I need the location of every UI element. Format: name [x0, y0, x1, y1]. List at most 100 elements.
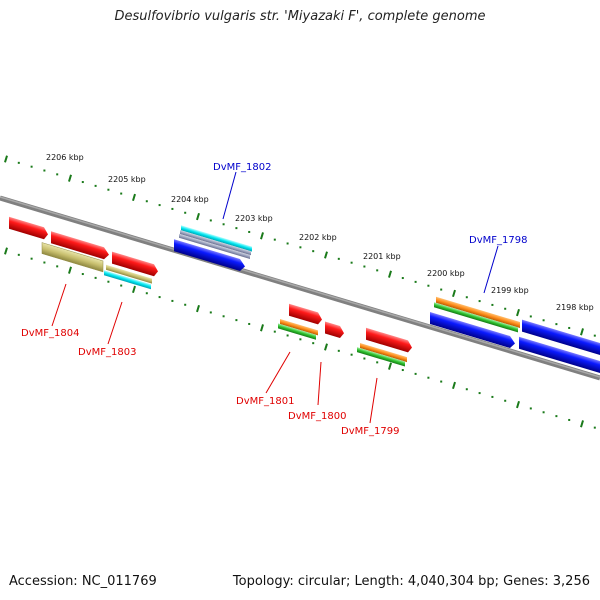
accession-text: Accession: NC_011769	[9, 574, 157, 589]
outer-tick	[184, 211, 187, 214]
outer-tick	[17, 161, 20, 164]
genome-backbone-highlight	[0, 196, 600, 378]
gene-label-dvmf-1802[interactable]: DvMF_1802	[213, 162, 271, 173]
leader-line-dvmf-1798	[483, 245, 499, 294]
gene-label-dvmf-1800[interactable]: DvMF_1800	[288, 411, 346, 422]
inner-tick	[580, 420, 584, 428]
outer-tick	[593, 334, 596, 337]
gene-feature-dvmf-1803[interactable]	[104, 249, 158, 291]
genome-title: Desulfovibrio vulgaris str. 'Miyazaki F'…	[114, 9, 486, 24]
inner-tick	[529, 407, 532, 410]
inner-tick	[248, 322, 251, 325]
gene-label-dvmf-1803[interactable]: DvMF_1803	[78, 347, 136, 358]
inner-tick	[478, 392, 481, 395]
scale-label-2205: 2205 kbp	[108, 175, 146, 184]
inner-tick	[222, 315, 225, 318]
inner-tick	[427, 376, 430, 379]
scale-label-2206: 2206 kbp	[46, 153, 84, 162]
inner-tick	[388, 362, 392, 370]
inner-tick	[260, 324, 264, 332]
gene-feature-dvmf-1800[interactable]	[325, 321, 344, 340]
scale-label-2200: 2200 kbp	[427, 269, 465, 278]
feature-khaki-bar	[41, 242, 104, 273]
gene-feature-dvmf-1797[interactable]	[519, 319, 600, 374]
outer-tick	[120, 192, 123, 195]
gene-feature-dvmf-1804[interactable]	[9, 216, 104, 273]
outer-scale-ticks	[4, 155, 596, 337]
outer-tick	[388, 270, 392, 278]
outer-tick	[516, 308, 520, 317]
leader-line-dvmf-1804	[51, 283, 67, 327]
outer-tick	[529, 315, 532, 318]
outer-tick	[555, 323, 558, 326]
inner-tick	[43, 261, 46, 264]
outer-tick	[43, 169, 46, 172]
inner-tick	[324, 343, 328, 351]
feature-orange-bar	[280, 319, 318, 336]
outer-tick	[286, 242, 289, 245]
gene-feature-dvmf-1802[interactable]	[174, 223, 252, 274]
inner-tick	[17, 253, 20, 256]
gene-label-dvmf-1801[interactable]: DvMF_1801	[236, 396, 294, 407]
inner-tick	[273, 330, 276, 333]
gene-feature-dvmf-1799[interactable]	[357, 325, 412, 369]
inner-tick	[452, 381, 456, 390]
outer-tick	[324, 251, 328, 259]
inner-tick	[491, 395, 494, 398]
gene-feature-dvmf-1801[interactable]	[278, 300, 322, 341]
scale-label-2202: 2202 kbp	[299, 233, 337, 242]
outer-tick	[145, 200, 148, 203]
inner-tick	[68, 266, 72, 274]
feature-green-bar-2	[357, 347, 405, 367]
outer-tick	[222, 223, 225, 226]
inner-tick	[30, 257, 33, 260]
outer-tick	[56, 173, 59, 176]
inner-tick	[555, 415, 558, 418]
outer-tick	[312, 250, 315, 253]
inner-tick	[132, 285, 136, 294]
scale-label-2201: 2201 kbp	[363, 252, 401, 261]
outer-tick	[350, 261, 353, 264]
genome-backbone	[0, 195, 600, 381]
inner-tick	[376, 361, 379, 364]
outer-tick	[68, 174, 72, 182]
outer-tick	[401, 277, 404, 280]
outer-tick	[158, 204, 161, 207]
inner-tick	[235, 319, 238, 322]
outer-tick	[30, 165, 33, 168]
inner-tick	[145, 292, 148, 295]
inner-tick	[4, 247, 8, 255]
inner-tick	[568, 418, 571, 421]
inner-tick	[171, 299, 174, 302]
gene-label-dvmf-1804[interactable]: DvMF_1804	[21, 328, 79, 339]
gene-label-dvmf-1798[interactable]: DvMF_1798	[469, 235, 527, 246]
outer-tick	[248, 230, 251, 233]
outer-tick	[196, 212, 200, 221]
leader-line-dvmf-1803	[107, 301, 123, 345]
inner-tick	[440, 380, 443, 383]
gene-feature-dvmf-1798[interactable]	[430, 295, 520, 351]
inner-tick	[286, 334, 289, 337]
outer-tick	[260, 232, 264, 240]
inner-tick	[363, 357, 366, 360]
outer-tick	[299, 246, 302, 249]
outer-tick	[171, 207, 174, 210]
outer-tick	[504, 307, 507, 310]
inner-tick	[158, 296, 161, 299]
gene-feature-dvmf-1805[interactable]	[51, 231, 109, 260]
inner-tick	[401, 369, 404, 372]
inner-tick	[184, 303, 187, 306]
outer-tick	[209, 219, 212, 222]
outer-tick	[376, 269, 379, 272]
genome-summary-text: Topology: circular; Length: 4,040,304 bp…	[232, 574, 590, 589]
inner-tick	[465, 388, 468, 391]
feature-orange-bar-2	[360, 343, 407, 363]
inner-tick	[312, 342, 315, 345]
feature-green-bar	[278, 323, 316, 340]
inner-tick	[542, 411, 545, 414]
outer-tick	[94, 184, 97, 187]
outer-tick	[235, 227, 238, 230]
gene-label-dvmf-1799[interactable]: DvMF_1799	[341, 426, 399, 437]
inner-tick	[350, 353, 353, 356]
